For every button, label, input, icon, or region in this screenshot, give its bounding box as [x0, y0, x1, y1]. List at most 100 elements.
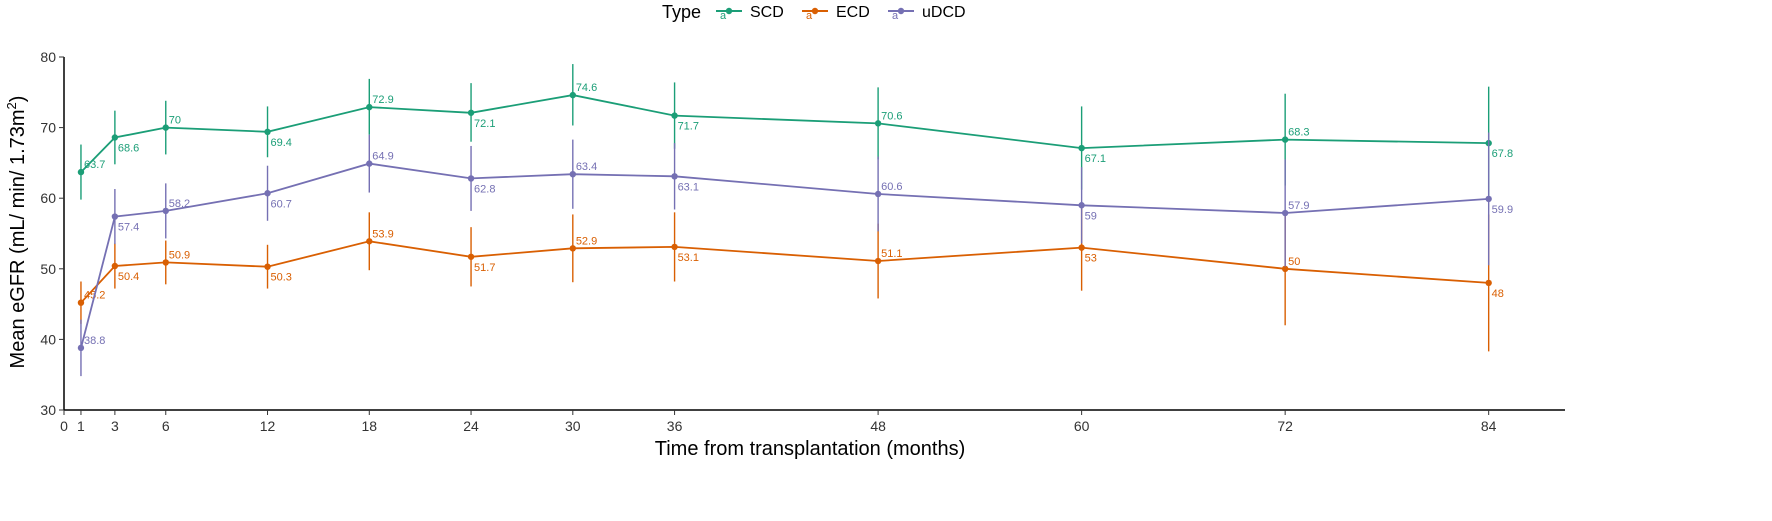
- y-tick-label: 60: [40, 190, 56, 206]
- data-point-udcd: [77, 344, 85, 352]
- x-ticks: 0 1 3 6 12 18 24 30 36 48 60 72 84: [60, 410, 1497, 434]
- series-udcd: 38.8 57.4 58.2 60.7 64.9 62.8 63.4 63.1 60.6 59 57…: [77, 132, 1513, 377]
- x-tick-label: 3: [111, 418, 119, 434]
- data-label-ecd: 50.9: [169, 249, 190, 261]
- data-point-ecd: [467, 253, 475, 260]
- data-point-ecd: [1485, 279, 1492, 287]
- legend-key-point-udcd: [897, 7, 905, 15]
- data-point-ecd: [264, 263, 271, 270]
- data-point-udcd: [366, 160, 373, 167]
- data-point-udcd: [467, 175, 475, 182]
- legend-key-point-scd: [725, 7, 733, 15]
- data-point-udcd: [569, 170, 577, 178]
- data-point-scd: [467, 109, 475, 116]
- legend-label-scd: SCD: [750, 4, 784, 21]
- legend-title: Type: [662, 2, 701, 22]
- data-label-udcd: 62.8: [474, 183, 495, 195]
- data-point-ecd: [569, 245, 577, 252]
- data-point-udcd: [1281, 209, 1289, 217]
- x-tick-label: 6: [162, 418, 170, 434]
- data-point-scd: [1281, 136, 1289, 143]
- data-label-udcd: 63.4: [576, 161, 597, 173]
- x-tick-label: 30: [565, 418, 581, 434]
- data-point-ecd: [671, 243, 678, 251]
- data-label-ecd: 53: [1085, 253, 1097, 265]
- x-tick-label: 12: [260, 418, 276, 434]
- legend-label-udcd: uDCD: [922, 4, 966, 21]
- data-label-scd: 67.1: [1085, 153, 1106, 165]
- legend-key-glyph-scd: a: [720, 10, 727, 22]
- data-label-ecd: 50: [1288, 256, 1300, 268]
- series-ecd: 45.250.450.950.353.951.752.953.1 51.1 53 50…: [77, 204, 1504, 352]
- data-label-scd: 68.3: [1288, 127, 1309, 139]
- data-label-ecd: 53.9: [372, 228, 393, 240]
- data-label-scd: 72.9: [372, 94, 393, 106]
- data-point-udcd: [671, 173, 678, 180]
- data-point-ecd: [1078, 244, 1085, 251]
- data-label-scd: 67.8: [1492, 148, 1513, 160]
- legend-key-point-ecd: [811, 7, 819, 15]
- y-axis-title-main: Mean eGFR (mL/ min/ 1.73m: [7, 109, 29, 368]
- data-point-udcd: [1078, 202, 1085, 209]
- data-label-ecd: 48: [1492, 288, 1504, 300]
- y-axis-title-superscript: 2: [4, 102, 19, 109]
- axes: [63, 57, 1565, 411]
- data-label-scd: 71.7: [678, 121, 699, 133]
- legend-label-ecd: ECD: [836, 4, 870, 21]
- x-tick-label: 72: [1277, 418, 1293, 434]
- data-point-ecd: [77, 299, 85, 306]
- data-label-scd: 63.7: [84, 159, 105, 171]
- y-axis-title: Mean eGFR (mL/ min/ 1.73m2): [4, 96, 29, 369]
- data-label-ecd: 51.1: [881, 248, 902, 260]
- data-point-udcd: [1485, 195, 1492, 203]
- data-point-ecd: [874, 257, 882, 265]
- data-label-udcd: 38.8: [84, 335, 105, 347]
- data-point-scd: [77, 168, 85, 176]
- x-tick-label: 48: [870, 418, 886, 434]
- data-point-scd: [366, 103, 373, 111]
- data-label-scd: 68.6: [118, 142, 139, 154]
- y-tick-label: 30: [40, 402, 56, 418]
- series-line-udcd: [80, 162, 1489, 349]
- data-label-ecd: 50.3: [271, 272, 292, 284]
- y-tick-label: 80: [40, 49, 56, 65]
- data-label-scd: 74.6: [576, 82, 597, 94]
- data-label-ecd: 53.1: [678, 252, 699, 264]
- data-point-udcd: [162, 207, 169, 215]
- series-scd: 63.7 68.6 70 69.4 72.9 72.1 74.6 71.7 70.6 67.1 68…: [77, 64, 1513, 200]
- legend-key-glyph-ecd: a: [806, 10, 813, 22]
- data-label-udcd: 57.4: [118, 222, 139, 234]
- x-tick-label: 1: [77, 418, 85, 434]
- data-point-udcd: [874, 190, 882, 198]
- data-point-scd: [264, 128, 271, 136]
- series-line-ecd: [80, 240, 1489, 304]
- data-point-scd: [111, 134, 119, 141]
- data-label-scd: 70.6: [881, 110, 902, 122]
- data-point-ecd: [111, 262, 119, 270]
- x-tick-label: 60: [1074, 418, 1090, 434]
- data-point-ecd: [1281, 265, 1289, 272]
- legend-key-glyph-udcd: a: [892, 10, 899, 22]
- data-label-scd: 72.1: [474, 118, 495, 130]
- data-point-scd: [671, 112, 678, 119]
- y-axis-title-end: ): [7, 96, 29, 103]
- data-label-scd: 69.4: [271, 137, 292, 149]
- series-line-scd: [80, 94, 1489, 173]
- data-label-udcd: 57.9: [1288, 200, 1309, 212]
- data-point-scd: [874, 120, 882, 127]
- data-point-scd: [569, 91, 577, 99]
- data-point-scd: [1078, 144, 1085, 152]
- data-label-ecd: 51.7: [474, 262, 495, 274]
- data-point-udcd: [111, 213, 119, 220]
- data-point-udcd: [264, 190, 271, 197]
- data-label-scd: 70: [169, 115, 181, 127]
- x-tick-label: 36: [667, 418, 683, 434]
- y-tick-label: 50: [40, 261, 56, 277]
- data-label-ecd: 50.4: [118, 271, 139, 283]
- y-tick-label: 40: [40, 331, 56, 347]
- data-label-udcd: 59: [1085, 210, 1097, 222]
- data-label-udcd: 64.9: [372, 151, 393, 163]
- y-ticks: 30 40 50 60 70 80: [40, 49, 64, 418]
- legend: Type a SCD a ECD a uDCD: [662, 2, 966, 22]
